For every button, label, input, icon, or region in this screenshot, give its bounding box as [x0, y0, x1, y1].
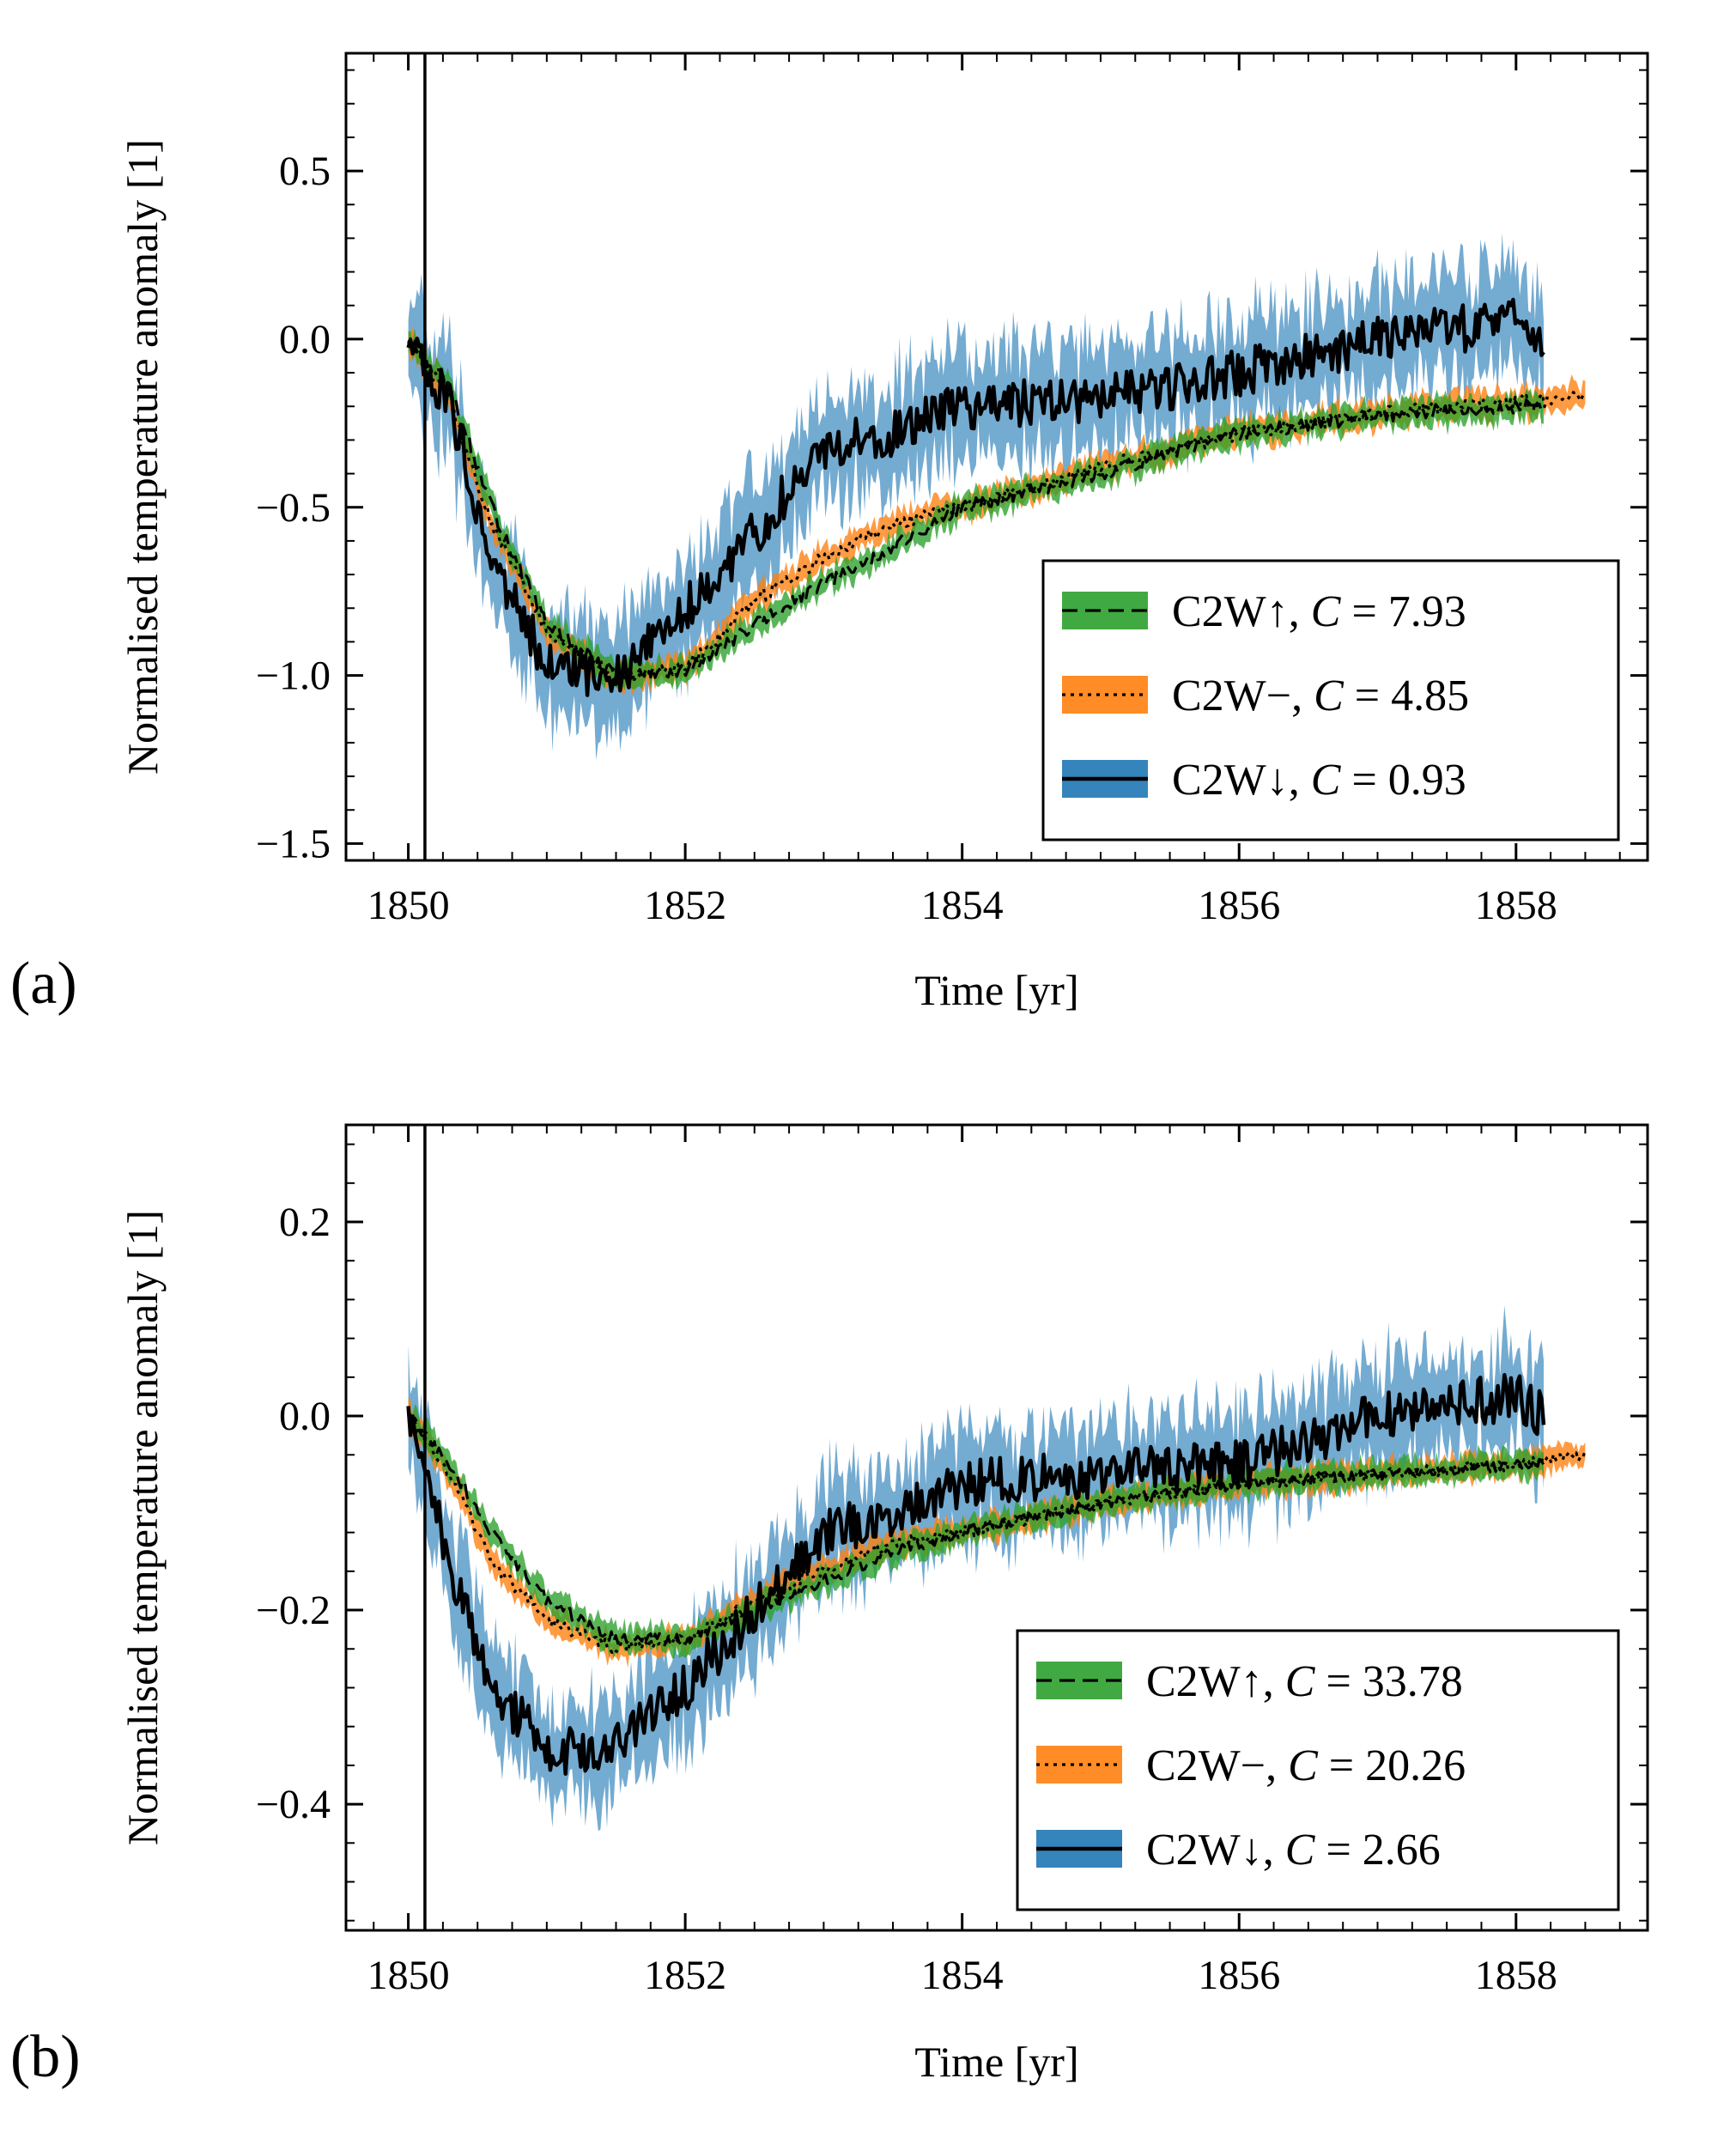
panel-label: (a) — [10, 951, 77, 1017]
y-tick-label: −0.2 — [256, 1588, 331, 1633]
y-tick-label: 0.5 — [279, 149, 331, 194]
legend-entry: C2W−, C = 4.85 — [1172, 671, 1469, 720]
panel-label: (b) — [10, 2024, 81, 2090]
x-axis-label: Time [yr] — [914, 966, 1078, 1014]
y-axis-label: Normalised temperature anomaly [1] — [118, 139, 167, 775]
series-line — [406, 1373, 1546, 1776]
x-tick-label: 1856 — [1198, 1953, 1280, 1998]
series-band — [408, 233, 1545, 761]
y-tick-label: 0.0 — [279, 1394, 331, 1439]
x-tick-label: 1854 — [921, 1953, 1004, 1998]
y-tick-label: 0.2 — [279, 1200, 331, 1245]
y-tick-label: 0.0 — [279, 317, 331, 362]
y-tick-label: −1.5 — [256, 821, 331, 866]
x-tick-label: 1850 — [367, 883, 450, 928]
y-tick-label: −0.4 — [256, 1782, 331, 1827]
series-line — [407, 341, 1587, 682]
legend-entry: C2W↑, C = 33.78 — [1146, 1657, 1463, 1706]
plot-panel-a: 1850 1852 1854 1856 1858 0.5 0.0 −0.5 −1.0 −1.5 Ti… — [10, 52, 1649, 1017]
plot-area — [406, 1305, 1587, 1832]
x-tick-label: 1852 — [644, 1953, 726, 1998]
x-tick-label: 1858 — [1475, 1953, 1557, 1998]
y-tick-label: −1.0 — [256, 653, 331, 699]
x-tick-label: 1856 — [1198, 883, 1280, 928]
series-line — [407, 1413, 1587, 1655]
series-line — [406, 297, 1545, 697]
legend-entry: C2W↑, C = 7.93 — [1172, 587, 1466, 636]
legend: C2W↑, C = 33.78 C2W−, C = 20.26 C2W↓, C = … — [1016, 1629, 1620, 1911]
y-axis-label: Normalised temperature anomaly [1] — [118, 1210, 167, 1845]
series-band — [408, 328, 1545, 690]
x-tick-label: 1858 — [1475, 883, 1557, 928]
x-tick-label: 1854 — [921, 883, 1004, 928]
x-tick-label: 1850 — [367, 1953, 450, 1998]
y-tick-label: −0.5 — [256, 485, 331, 531]
x-tick-label: 1852 — [644, 883, 726, 928]
x-axis-label: Time [yr] — [914, 2038, 1078, 2086]
plot-area — [406, 233, 1587, 761]
legend-entry: C2W↓, C = 2.66 — [1146, 1826, 1441, 1875]
legend: C2W↑, C = 7.93 C2W−, C = 4.85 C2W↓, C = 0.… — [1041, 559, 1620, 842]
plot-panel-b: 1850 1852 1854 1856 1858 0.2 0.0 −0.2 −0.4 Time [… — [10, 1123, 1649, 2090]
legend-entry: C2W−, C = 20.26 — [1146, 1741, 1466, 1790]
series-line — [407, 337, 1545, 684]
legend-entry: C2W↓, C = 0.93 — [1172, 756, 1466, 805]
